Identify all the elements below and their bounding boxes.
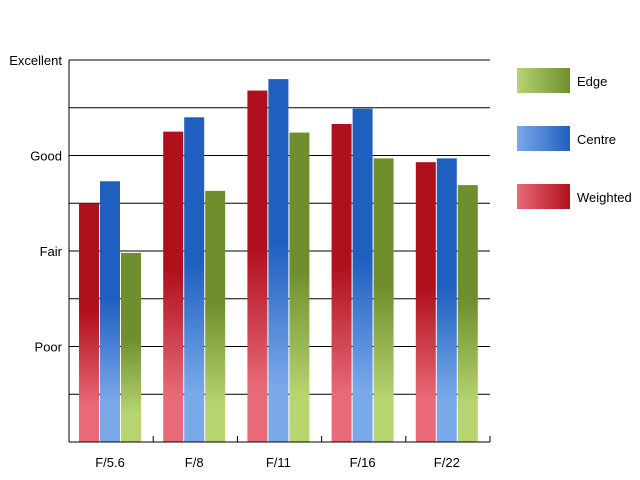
bar-edge-3 [373, 158, 394, 443]
y-tick-label: Good [30, 149, 62, 164]
bar-edge-1 [205, 190, 226, 442]
y-tick-label: Poor [35, 340, 63, 355]
legend: Edge Centre Weighted [517, 68, 632, 209]
legend-swatch-centre [517, 126, 570, 151]
bar-centre-0 [100, 181, 120, 442]
x-tick-labels: F/5.6 F/8 F/11 F/16 F/22 [95, 455, 460, 470]
bar-edge-4 [457, 185, 478, 443]
legend-label-weighted: Weighted [577, 190, 632, 205]
bar-centre-4 [436, 158, 457, 443]
bar-centre-3 [352, 108, 373, 442]
bar-centre-2 [268, 79, 289, 442]
legend-swatch-edge [517, 68, 570, 93]
axes [68, 60, 491, 443]
bar-weighted-3 [331, 123, 352, 443]
bar-weighted-2 [247, 90, 268, 442]
y-tick-label: Fair [40, 244, 63, 259]
bar-edge-2 [289, 132, 310, 442]
x-tick-label: F/16 [350, 455, 376, 470]
bar-centre-1 [184, 117, 205, 443]
bar-weighted-4 [415, 162, 436, 442]
y-tick-labels: Poor Fair Good Excellent [9, 53, 62, 355]
y-tick-label: Excellent [9, 53, 62, 68]
x-tick-label: F/8 [185, 455, 204, 470]
x-tick-label: F/22 [434, 455, 460, 470]
x-tick-label: F/5.6 [95, 455, 125, 470]
legend-swatch-weighted [517, 184, 570, 209]
legend-label-edge: Edge [577, 74, 607, 89]
bar-weighted-1 [163, 131, 184, 442]
bars-group [79, 79, 478, 443]
bar-weighted-0 [79, 203, 99, 442]
legend-label-centre: Centre [577, 132, 616, 147]
bar-edge-0 [121, 252, 141, 442]
x-tick-label: F/11 [266, 455, 291, 470]
